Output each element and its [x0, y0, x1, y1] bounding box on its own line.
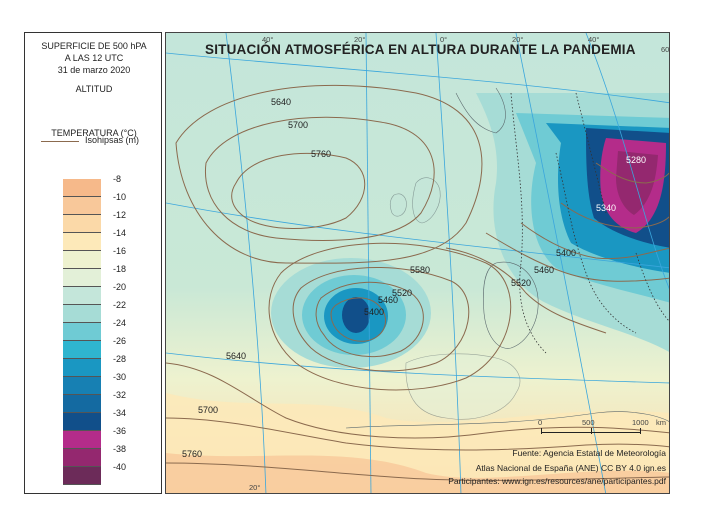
temperature-tick-label: -38	[113, 444, 127, 454]
legend-date: 31 de marzo 2020	[57, 65, 131, 75]
coord-label-20w-bottom: 20°	[249, 483, 261, 492]
isohypse-label-5700-s: 5700	[198, 405, 219, 415]
temperature-tick-label: -40	[113, 462, 127, 472]
temperature-tick-label: -20	[113, 282, 127, 292]
temperature-tick-label: -36	[113, 426, 127, 436]
temperature-swatch	[63, 197, 101, 215]
isohypse-label-5280: 5280	[626, 155, 647, 165]
temperature-swatch	[63, 359, 101, 377]
scale-unit: km	[656, 418, 666, 427]
temperature-swatch	[63, 251, 101, 269]
legend-altitud-heading: ALTITUD	[75, 84, 113, 94]
temperature-swatch	[63, 305, 101, 323]
isohypse-label-5340: 5340	[596, 203, 617, 213]
isohypse-label: Isohipsas (m)	[85, 135, 140, 145]
temperature-swatch	[63, 233, 101, 251]
north-africa-coast	[345, 411, 669, 429]
france	[483, 261, 539, 349]
great-britain	[412, 177, 441, 224]
isohypse-label-5640-n: 5640	[271, 97, 292, 107]
temperature-tick-label: -14	[113, 228, 127, 238]
coord-label-20e: 20°	[512, 35, 524, 44]
temperature-tick-label: -12	[113, 210, 127, 220]
temperature-tick-label: -22	[113, 300, 127, 310]
scale-label-500: 500	[582, 418, 595, 427]
isohypse-line-sample	[41, 141, 79, 142]
coord-label-40w: 40°	[262, 35, 274, 44]
weather-map: 5640 5700 5760 5580 5520 5460 5400 5520 …	[165, 32, 670, 494]
temperature-tick-label: -16	[113, 246, 127, 256]
coord-label-0: 0°	[440, 35, 448, 44]
isohypse-label-5640-s: 5640	[226, 351, 247, 361]
warm-band-2	[166, 453, 669, 493]
temperature-tick-label: -30	[113, 372, 127, 382]
temperature-swatch	[63, 395, 101, 413]
cutoff-low-core	[342, 297, 370, 333]
scale-label-0: 0	[538, 418, 543, 427]
temperature-tick-label: -26	[113, 336, 127, 346]
isohypse-label-5580: 5580	[410, 265, 431, 275]
temperature-tick-label: -10	[113, 192, 127, 202]
temperature-tick-label: -8	[113, 174, 122, 184]
temperature-swatch	[63, 377, 101, 395]
temperature-swatch	[63, 413, 101, 431]
isohypse-label-5760-s: 5760	[182, 449, 203, 459]
legend-temperature-heading: TEMPERATURA (°C)	[51, 128, 137, 138]
iberia	[405, 353, 521, 420]
legend-panel: SUPERFICIE DE 500 hPA A LAS 12 UTC 31 de…	[24, 32, 162, 494]
cold-core-magenta-2	[616, 151, 658, 215]
isohypse-label-5760-n: 5760	[311, 149, 332, 159]
credit-atlas: Atlas Nacional de España (ANE) CC BY 4.0…	[475, 463, 666, 473]
map-scale-bar	[541, 427, 641, 437]
temperature-tick-label: -24	[113, 318, 127, 328]
map-title: SITUACIÓN ATMOSFÉRICA EN ALTURA DURANTE …	[205, 42, 636, 57]
isohypse-label-5700-n: 5700	[288, 120, 309, 130]
country-borders	[510, 92, 669, 354]
temperature-swatch	[63, 287, 101, 305]
temperature-swatch	[63, 323, 101, 341]
credit-source: Fuente: Agencia Estatal de Meteorología	[512, 448, 666, 458]
isohypse-label-5400-e: 5400	[556, 248, 577, 258]
temperature-swatch	[63, 449, 101, 467]
temperature-tick-label: -28	[113, 354, 127, 364]
coord-label-60e: 60°	[661, 45, 670, 54]
temperature-swatch	[63, 215, 101, 233]
isohypse-label-5520-e: 5520	[511, 278, 532, 288]
temperature-tick-label: -32	[113, 390, 127, 400]
scale-label-1000: 1000	[632, 418, 649, 427]
temperature-swatch	[63, 179, 101, 197]
scandinavia-coast	[455, 87, 506, 134]
graticule	[166, 33, 669, 493]
temperature-tick-label: -18	[113, 264, 127, 274]
isohypse-label-5460-w: 5460	[378, 295, 399, 305]
temperature-swatch	[63, 269, 101, 287]
isohypse-label-5460-e: 5460	[534, 265, 555, 275]
legend-surface-label: SUPERFICIE DE 500 hPA	[41, 41, 147, 51]
isohypse-label-5400-w: 5400	[364, 307, 385, 317]
legend-time-label: A LAS 12 UTC	[64, 53, 124, 63]
temperature-swatch	[63, 467, 101, 485]
temperature-swatch	[63, 341, 101, 359]
temperature-swatch	[63, 431, 101, 449]
map-graphic	[166, 33, 669, 493]
ireland	[389, 193, 407, 217]
isohypse-lines	[166, 84, 669, 481]
credit-participants: Participantes: www.ign.es/resources/ane/…	[448, 476, 666, 486]
coord-label-20w: 20°	[354, 35, 366, 44]
isohypse-label-5520-w: 5520	[392, 288, 413, 298]
temperature-tick-label: -34	[113, 408, 127, 418]
coord-label-40e: 40°	[588, 35, 600, 44]
